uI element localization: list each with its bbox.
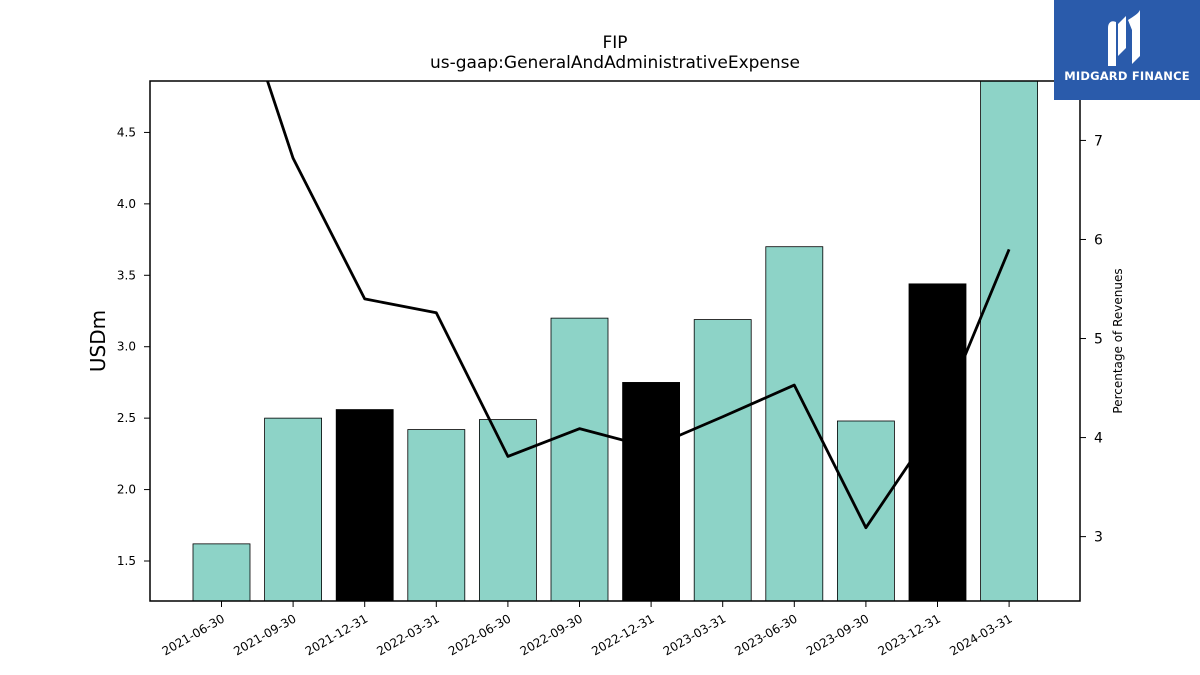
bar-2021-06-30 <box>192 543 251 602</box>
bar-2023-09-30 <box>837 420 895 602</box>
x-tick-label: 2023-03-31 <box>661 611 728 658</box>
y2-axis-ticks: 3 4 5 6 7 <box>1080 133 1103 546</box>
bar-2021-12-31 <box>335 409 394 602</box>
y-axis-ticks: 1.5 2.0 2.5 3.0 3.5 4.0 4.5 <box>117 125 150 568</box>
y-tick-label: 3.0 <box>117 340 136 354</box>
y-axis-label: USDm <box>86 310 110 372</box>
midgard-finance-logo: MIDGARD FINANCE <box>1054 0 1200 100</box>
x-tick-label: 2021-09-30 <box>231 611 298 658</box>
bar-2023-12-31 <box>908 283 967 602</box>
line-layer <box>266 81 1011 530</box>
x-tick-label: 2024-03-31 <box>947 611 1014 658</box>
chart-title: FIP <box>602 33 627 53</box>
y-tick-label: 2.0 <box>117 483 136 497</box>
bar-2022-06-30 <box>478 419 537 602</box>
midgard-logo-icon <box>1108 10 1140 66</box>
x-tick-label: 2023-09-30 <box>804 611 871 658</box>
percentage-of-revenues-line <box>266 81 1011 530</box>
bar-2022-09-30 <box>550 317 609 602</box>
y-tick-label: 3.5 <box>117 268 136 282</box>
bars-group <box>192 80 1038 602</box>
plot-frame <box>149 80 1081 602</box>
y2-tick-label: 4 <box>1094 431 1103 447</box>
chart-subtitle: us-gaap:GeneralAndAdministrativeExpense <box>430 53 800 73</box>
x-tick-label: 2022-03-31 <box>374 611 441 658</box>
x-axis-ticks: 2021-06-30 2021-09-30 2021-12-31 2022-03-31… <box>160 601 1015 658</box>
bar-2024-03-31 <box>980 80 1038 602</box>
y2-tick-label: 6 <box>1094 232 1103 248</box>
x-tick-label: 2022-12-31 <box>589 611 656 658</box>
y2-axis-label: Percentage of Revenues <box>1111 268 1125 413</box>
x-tick-label: 2022-09-30 <box>518 611 585 658</box>
bar-2022-12-31 <box>622 382 680 602</box>
y-tick-label: 1.5 <box>117 554 136 568</box>
x-tick-label: 2022-06-30 <box>446 611 513 658</box>
y-tick-label: 4.0 <box>117 197 136 211</box>
x-tick-label: 2021-06-30 <box>160 611 227 658</box>
y2-tick-label: 3 <box>1094 530 1103 546</box>
y2-tick-label: 7 <box>1094 133 1103 149</box>
y-tick-label: 2.5 <box>117 411 136 425</box>
y2-tick-label: 5 <box>1094 332 1103 348</box>
bar-2023-03-31 <box>693 319 752 602</box>
y-tick-label: 4.5 <box>117 125 136 139</box>
x-tick-label: 2021-12-31 <box>303 611 370 658</box>
x-tick-label: 2023-12-31 <box>876 611 943 658</box>
logo-text: MIDGARD FINANCE <box>1064 69 1190 83</box>
x-tick-label: 2023-06-30 <box>732 611 799 658</box>
bar-2021-09-30 <box>264 417 323 602</box>
bar-2022-03-31 <box>407 429 466 602</box>
